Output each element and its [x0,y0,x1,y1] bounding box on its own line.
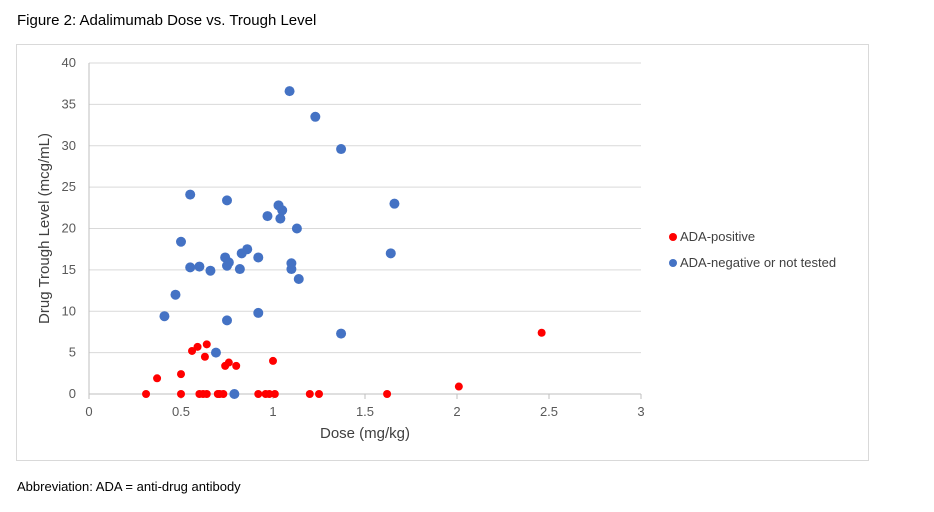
y-tick-label-25: 25 [62,179,76,194]
ada-negative-point-3 [185,189,196,200]
ada-positive-point-2 [177,370,185,379]
ada-positive-point-19 [265,390,274,398]
chart-area: 0 5 10 15 20 25 30 35 40 0 0.5 1 1.5 2 2.5 3 Dose (mg/k… [16,44,869,461]
ada-negative-point-21 [275,213,286,224]
ada-negative-point-25 [286,264,297,275]
ada-negative-point-31 [385,248,396,259]
figure-title: Figure 2: Adalimumab Dose vs. Trough Lev… [17,12,317,29]
ada-negative-point-0 [159,311,170,322]
y-axis-label: Drug Trough Level (mcg/mL) [36,133,53,324]
ada-positive-point-0 [142,390,151,398]
ada-negative-point-23 [284,86,295,97]
x-tick-label-0: 0 [85,404,92,419]
ada-positive-point-8 [200,352,209,361]
ada-negative-point-1 [170,289,181,300]
ada-negative-point-9 [222,195,232,206]
ada-negative-point-28 [310,111,321,122]
ada-negative-point-12 [223,257,234,268]
y-tick-label-10: 10 [62,303,76,318]
ada-negative-point-17 [253,252,264,263]
gridlines [89,62,641,354]
ada-positive-point-26 [537,328,546,337]
ada-negative-point-11 [222,315,232,326]
x-axis-label: Dose (mg/kg) [320,425,410,442]
ada-negative-point-29 [336,144,347,155]
x-tick-label-1: 1 [269,404,276,419]
ada-negative-point-18 [253,307,264,318]
x-tick-label-2: 2 [453,404,460,419]
y-tick-label-20: 20 [62,221,76,236]
ada-positive-point-13 [219,390,228,398]
ada-positive-point-20 [269,356,277,365]
ada-negative-point-19 [262,211,273,222]
ada-positive-point-23 [315,390,323,398]
ada-positive-point-17 [254,390,263,398]
ada-negative-point-30 [336,328,347,339]
axes [88,63,642,399]
ada-negative-point-27 [293,273,304,284]
ada-negative-point-16 [242,244,253,255]
x-tick-label-0.5: 0.5 [172,404,190,419]
legend-marker-ada-positive [669,233,677,241]
legend-label-ada-negative: ADA-negative or not tested [680,255,836,270]
ada-positive-point-10 [202,390,211,398]
tick-labels: 0 5 10 15 20 25 30 35 40 0 0.5 1 1.5 2 2.5 3 [62,55,645,419]
ada-positive-point-24 [383,390,392,398]
legend-marker-ada-negative [669,259,677,267]
ada-negative-point-22 [277,205,288,216]
ada-negative-point-26 [291,223,302,234]
x-tick-label-1.5: 1.5 [356,404,374,419]
ada-negative-point-14 [234,264,245,275]
ada-negative-point-6 [205,265,216,276]
legend-label-ada-positive: ADA-positive [680,229,755,244]
y-tick-label-5: 5 [69,345,76,360]
ada-positive-point-4 [188,346,197,355]
y-tick-label-15: 15 [62,262,76,277]
y-tick-label-30: 30 [62,138,76,153]
ada-positive-point-1 [153,374,162,383]
ada-negative-point-5 [194,261,205,272]
ada-positive-point-15 [224,358,233,367]
y-tick-label-40: 40 [62,55,76,70]
ada-positive-point-25 [454,382,463,391]
ada-positive-point-21 [270,390,279,398]
ada-positive-point-9 [202,340,211,349]
legend: ADA-positive ADA-negative or not tested [669,229,836,270]
ada-negative-point-2 [176,236,186,247]
y-tick-label-0: 0 [69,386,76,401]
ada-negative-point-13 [229,389,240,399]
ada-positive-point-22 [305,390,314,398]
data-points [142,86,546,399]
ada-negative-point-32 [389,198,400,209]
footnote: Abbreviation: ADA = anti-drug antibody [17,479,241,494]
x-tick-label-2.5: 2.5 [540,404,558,419]
ada-negative-point-4 [185,262,196,273]
ada-negative-point-7 [210,347,221,358]
x-tick-label-3: 3 [637,404,644,419]
ada-positive-point-16 [232,361,241,370]
y-tick-label-35: 35 [62,96,76,111]
ada-positive-point-5 [193,342,202,351]
ada-positive-point-3 [177,390,185,398]
scatter-chart: 0 5 10 15 20 25 30 35 40 0 0.5 1 1.5 2 2.5 3 Dose (mg/k… [36,55,836,442]
